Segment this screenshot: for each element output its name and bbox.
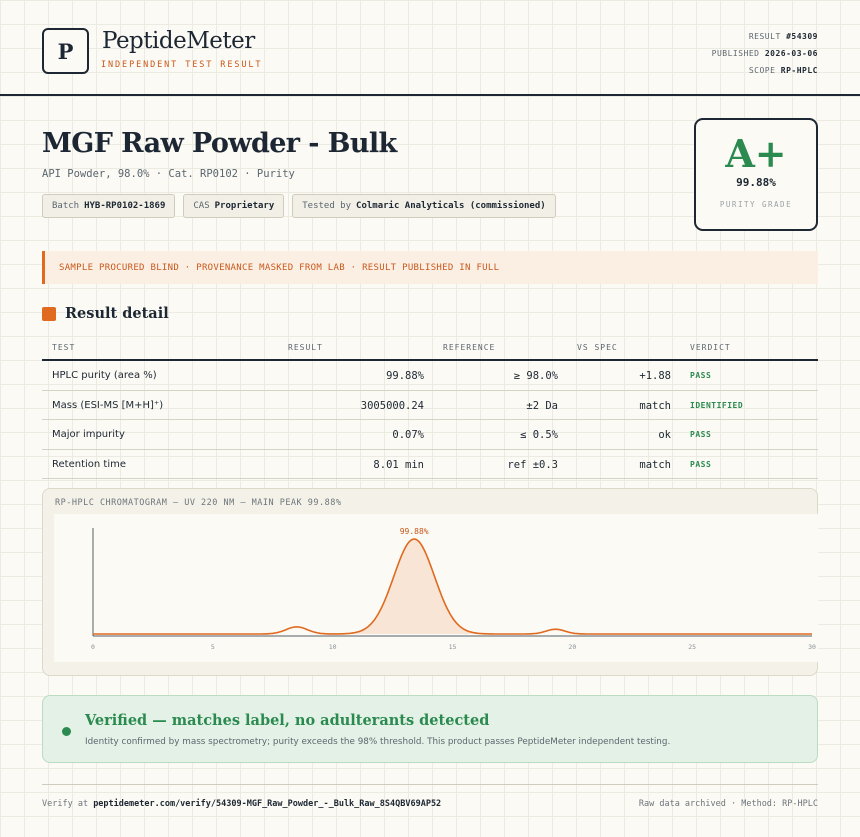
cell-test: Retention time xyxy=(52,458,126,470)
section-heading: Result detail xyxy=(42,305,169,322)
cell-vs-spec: ok xyxy=(658,429,671,441)
table-row: HPLC purity (area %) 99.88% ≥ 98.0% +1.8… xyxy=(42,361,818,391)
cell-verdict: PASS xyxy=(690,430,712,439)
cell-reference: ref ±0.3 xyxy=(507,458,558,471)
cell-verdict: IDENTIFIED xyxy=(690,400,744,410)
section-title: Result detail xyxy=(65,305,169,322)
cell-test: Major impurity xyxy=(52,429,125,440)
col-reference: REFERENCE xyxy=(443,343,496,352)
meta-result: RESULT #54309 xyxy=(748,32,818,41)
footer-archive-note: Raw data archived · Method: RP-HPLC xyxy=(638,799,818,809)
x-tick-label: 0 xyxy=(91,643,95,651)
x-tick-label: 25 xyxy=(688,643,696,651)
page-title: MGF Raw Powder - Bulk xyxy=(42,128,397,159)
grade-label: PURITY GRADE xyxy=(719,200,793,209)
product-chips: Batch HYB-RP0102-1869 CAS Proprietary Test… xyxy=(42,194,556,218)
cell-verdict: PASS xyxy=(690,371,712,380)
cell-vs-spec: +1.88 xyxy=(639,370,671,382)
col-verdict: VERDICT xyxy=(690,343,731,352)
verified-box: Verified — matches label, no adulterants… xyxy=(42,695,818,763)
cell-result: 99.88% xyxy=(386,370,424,382)
table-row: Retention time 8.01 min ref ±0.3 match P… xyxy=(42,450,818,479)
col-test: TEST xyxy=(52,343,76,352)
x-tick-label: 5 xyxy=(211,643,215,651)
x-tick-label: 30 xyxy=(808,643,816,651)
chip-tested-by: Tested by Colmaric Analyticals (commissio… xyxy=(292,194,556,218)
verify-link[interactable]: peptidemeter.com/verify/54309-MGF_Raw_Po… xyxy=(93,799,442,809)
signal-line xyxy=(93,538,812,635)
cell-test: Mass (ESI-MS [M+H]⁺) xyxy=(52,399,164,411)
cell-result: 0.07% xyxy=(392,429,424,441)
result-table: TEST RESULT REFERENCE VS SPEC VERDICT HP… xyxy=(42,341,818,479)
peak-annotation: 99.88% xyxy=(400,527,429,536)
meta-scope: SCOPE RP-HPLC xyxy=(748,66,818,75)
cell-result: 8.01 min xyxy=(373,458,424,471)
result-meta: RESULT #54309 PUBLISHED 2026-03-06 SCOPE… xyxy=(712,28,818,79)
section-marker-icon xyxy=(42,306,56,321)
chromatogram-card: RP-HPLC CHROMATOGRAM — UV 220 NM — MAIN … xyxy=(42,488,818,676)
brand-tagline: INDEPENDENT TEST RESULT xyxy=(101,60,263,70)
cell-vs-spec: match xyxy=(639,458,671,471)
cell-vs-spec: match xyxy=(639,399,671,412)
cell-test: HPLC purity (area %) xyxy=(52,370,157,381)
purity-grade-card: A+ 99.88% PURITY GRADE xyxy=(694,118,818,231)
table-row: Major impurity 0.07% ≤ 0.5% ok PASS xyxy=(42,420,818,450)
footer-verify: Verify at peptidemeter.com/verify/54309-… xyxy=(42,799,442,809)
chart-title: RP-HPLC CHROMATOGRAM — UV 220 NM — MAIN … xyxy=(55,498,342,508)
logo-mark: P xyxy=(42,28,89,74)
x-tick-label: 10 xyxy=(329,643,337,651)
cell-verdict: PASS xyxy=(690,459,712,469)
table-row: Mass (ESI-MS [M+H]⁺) 3005000.24 ±2 Da ma… xyxy=(42,391,818,420)
col-vs-spec: VS SPEC xyxy=(577,343,618,352)
col-result: RESULT xyxy=(288,343,323,352)
main-peak-fill xyxy=(337,539,491,634)
page-header: P PeptideMeter INDEPENDENT TEST RESULT R… xyxy=(0,0,860,96)
cell-reference: ±2 Da xyxy=(526,399,558,412)
product-subtitle: API Powder, 98.0% · Cat. RP0102 · Purity xyxy=(42,168,295,180)
chromatogram-chart: 99.88% 0 5 10 15 20 25 30 xyxy=(91,527,816,651)
chart-plot-area: 99.88% 0 5 10 15 20 25 30 xyxy=(54,514,818,662)
footer-divider xyxy=(42,784,818,785)
verified-title: Verified — matches label, no adulterants… xyxy=(85,712,490,729)
grade-letter: A+ xyxy=(725,131,787,176)
chip-cas: CAS Proprietary xyxy=(183,194,285,218)
grade-value: 99.88% xyxy=(736,176,776,189)
verified-dot-icon xyxy=(62,727,71,736)
x-tick-label: 20 xyxy=(568,643,576,651)
meta-published: PUBLISHED 2026-03-06 xyxy=(711,49,818,58)
cell-result: 3005000.24 xyxy=(360,399,424,412)
cell-reference: ≥ 98.0% xyxy=(513,370,558,382)
brand-name: PeptideMeter xyxy=(102,28,255,54)
verified-text: Identity confirmed by mass spectrometry;… xyxy=(85,737,671,747)
table-header: TEST RESULT REFERENCE VS SPEC VERDICT xyxy=(42,341,818,361)
cell-reference: ≤ 0.5% xyxy=(520,429,558,441)
chip-batch: Batch HYB-RP0102-1869 xyxy=(42,194,176,218)
provenance-banner: SAMPLE PROCURED BLIND · PROVENANCE MASKE… xyxy=(42,251,818,284)
x-tick-label: 15 xyxy=(449,643,457,651)
